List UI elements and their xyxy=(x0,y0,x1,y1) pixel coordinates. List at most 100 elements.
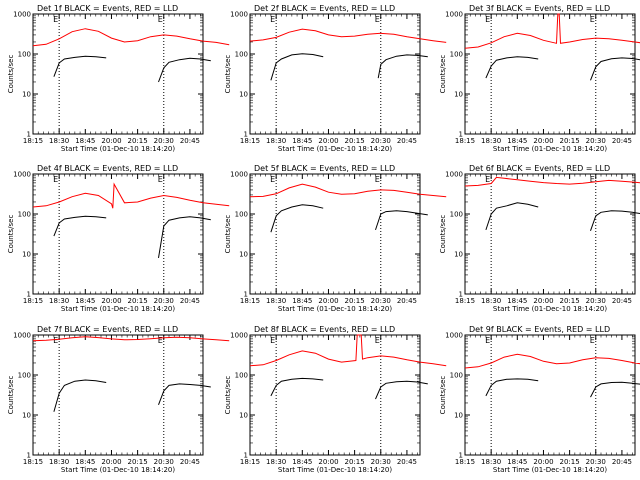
y-axis-label: Counts/sec xyxy=(7,215,15,254)
chart-title: Det 8f BLACK = Events, RED = LLD xyxy=(254,325,395,334)
x-tick-label: 18:30 xyxy=(49,137,69,145)
chart-title: Det 4f BLACK = Events, RED = LLD xyxy=(37,164,178,173)
x-tick-label: 20:00 xyxy=(101,458,121,466)
y-tick-label: 10 xyxy=(22,91,31,99)
event-marker-label: E xyxy=(270,336,275,345)
x-tick-label: 20:30 xyxy=(154,137,174,145)
event-marker-label: E xyxy=(375,336,380,345)
events-series-line xyxy=(270,204,324,233)
x-tick-label: 20:45 xyxy=(397,137,417,145)
detector-panel: Det 9f BLACK = Events, RED = LLD 1 10 100 10… xyxy=(439,325,640,474)
x-axis-label: Start Time (01-Dec-10 18:14:20) xyxy=(61,145,175,153)
plot-frame xyxy=(249,173,421,295)
x-tick-label: 18:15 xyxy=(23,297,43,305)
event-marker-label: E xyxy=(485,175,490,184)
x-tick-label: 20:15 xyxy=(560,137,580,145)
x-tick-label: 20:00 xyxy=(533,458,553,466)
x-tick-label: 18:15 xyxy=(23,137,43,145)
x-tick-label: 20:45 xyxy=(397,458,417,466)
y-tick-label: 1 xyxy=(459,131,463,139)
x-tick-label: 18:15 xyxy=(455,137,475,145)
y-tick-label: 100 xyxy=(450,211,463,219)
plot-frame xyxy=(32,173,204,295)
events-series-line xyxy=(53,55,107,77)
events-series-line xyxy=(590,210,640,231)
x-tick-label: 18:30 xyxy=(266,458,286,466)
x-tick-label: 20:45 xyxy=(180,137,200,145)
x-tick-label: 18:30 xyxy=(481,458,501,466)
y-axis-label: Counts/sec xyxy=(224,55,232,94)
chart-title: Det 2f BLACK = Events, RED = LLD xyxy=(254,4,395,13)
x-tick-label: 20:15 xyxy=(560,297,580,305)
y-tick-label: 10 xyxy=(239,251,248,259)
x-tick-label: 18:45 xyxy=(507,137,527,145)
event-marker-label: E xyxy=(53,15,58,24)
y-axis-label: Counts/sec xyxy=(7,55,15,94)
events-series-line xyxy=(485,56,539,79)
y-tick-label: 10 xyxy=(239,412,248,420)
lld-series-line xyxy=(249,183,447,198)
y-tick-label: 100 xyxy=(18,51,31,59)
x-axis-label: Start Time (01-Dec-10 18:14:20) xyxy=(278,305,392,313)
y-tick-label: 1000 xyxy=(445,11,463,19)
x-tick-label: 20:15 xyxy=(128,297,148,305)
y-tick-label: 1000 xyxy=(445,332,463,340)
events-series-line xyxy=(158,216,211,258)
y-axis-label: Counts/sec xyxy=(224,215,232,254)
x-tick-label: 20:15 xyxy=(560,458,580,466)
y-tick-label: 1 xyxy=(244,291,248,299)
y-tick-label: 1000 xyxy=(230,11,248,19)
detector-panel: Det 5f BLACK = Events, RED = LLD 1 10 100 10… xyxy=(224,164,447,313)
x-tick-label: 20:45 xyxy=(612,297,632,305)
x-tick-label: 20:15 xyxy=(345,137,365,145)
events-series-line xyxy=(158,57,211,83)
x-tick-label: 18:45 xyxy=(292,137,312,145)
x-axis-label: Start Time (01-Dec-10 18:14:20) xyxy=(61,466,175,474)
x-tick-label: 20:45 xyxy=(180,458,200,466)
y-tick-label: 100 xyxy=(235,211,248,219)
event-marker-label: E xyxy=(375,175,380,184)
x-tick-label: 20:15 xyxy=(128,137,148,145)
x-tick-label: 18:45 xyxy=(75,297,95,305)
x-tick-label: 18:45 xyxy=(292,297,312,305)
events-series-line xyxy=(53,379,107,412)
y-tick-label: 1 xyxy=(459,452,463,460)
x-tick-label: 18:30 xyxy=(49,458,69,466)
x-tick-label: 18:15 xyxy=(23,458,43,466)
event-marker-label: E xyxy=(485,336,490,345)
y-tick-label: 100 xyxy=(450,372,463,380)
events-series-line xyxy=(485,202,539,231)
detector-panel: Det 8f BLACK = Events, RED = LLD 1 10 100 10… xyxy=(224,325,447,474)
y-axis-label: Counts/sec xyxy=(439,376,447,415)
y-tick-label: 1 xyxy=(459,291,463,299)
x-axis-label: Start Time (01-Dec-10 18:14:20) xyxy=(278,466,392,474)
event-marker-label: E xyxy=(590,15,595,24)
event-marker-label: E xyxy=(53,175,58,184)
y-axis-label: Counts/sec xyxy=(439,215,447,254)
x-axis-label: Start Time (01-Dec-10 18:14:20) xyxy=(61,305,175,313)
event-marker-label: E xyxy=(158,175,163,184)
events-series-line xyxy=(158,383,211,405)
detector-panel: Det 4f BLACK = Events, RED = LLD 1 10 100 10… xyxy=(7,164,230,313)
y-tick-label: 10 xyxy=(454,412,463,420)
chart-title: Det 1f BLACK = Events, RED = LLD xyxy=(37,4,178,13)
lld-series-line xyxy=(32,182,230,209)
y-axis-label: Counts/sec xyxy=(224,376,232,415)
y-tick-label: 100 xyxy=(18,211,31,219)
x-tick-label: 20:00 xyxy=(318,458,338,466)
x-tick-label: 18:15 xyxy=(240,137,260,145)
x-tick-label: 18:45 xyxy=(75,458,95,466)
y-tick-label: 1 xyxy=(27,291,31,299)
y-tick-label: 1 xyxy=(27,452,31,460)
events-series-line xyxy=(375,210,428,231)
x-tick-label: 20:15 xyxy=(128,458,148,466)
x-tick-label: 20:00 xyxy=(533,297,553,305)
event-marker-label: E xyxy=(270,175,275,184)
events-series-line xyxy=(590,57,640,81)
detector-panel: Det 1f BLACK = Events, RED = LLD 1 10 100 10… xyxy=(7,4,230,153)
chart-title: Det 3f BLACK = Events, RED = LLD xyxy=(469,4,610,13)
plot-frame xyxy=(464,173,636,295)
lld-series-line xyxy=(464,176,640,187)
lld-series-line xyxy=(32,336,230,342)
